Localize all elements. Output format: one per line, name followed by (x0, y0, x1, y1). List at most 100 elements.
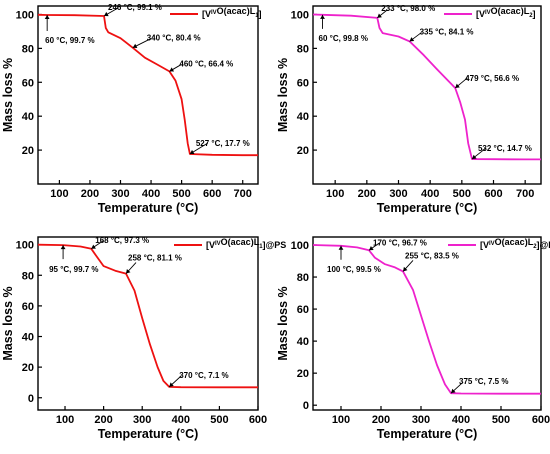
x-tick-label: 600 (249, 414, 267, 426)
annotation-arrowhead (377, 13, 382, 18)
y-tick-label: 20 (297, 368, 309, 380)
x-axis-title: Temperature (°C) (377, 427, 478, 441)
x-tick-label: 200 (94, 414, 112, 426)
annotation-label: 95 °C, 99.7 % (49, 265, 98, 274)
legend-label: [VIVO(acac)L1] (202, 6, 262, 19)
y-tick-label: 0 (303, 400, 309, 412)
x-tick-label: 300 (412, 414, 430, 426)
annotation-label: 246 °C, 99.1 % (108, 3, 162, 12)
x-tick-label: 500 (172, 188, 190, 200)
x-tick-label: 400 (172, 414, 190, 426)
plot-frame (312, 5, 542, 185)
annotation-arrowhead (320, 14, 325, 19)
annotation-label: 370 °C, 7.1 % (179, 371, 228, 380)
y-tick-label: 60 (297, 304, 309, 316)
y-tick-label: 40 (297, 111, 309, 123)
y-tick-label: 80 (297, 43, 309, 55)
annotation-arrowhead (60, 245, 66, 250)
annotation-arrowhead (189, 149, 195, 154)
y-tick-label: 100 (16, 9, 34, 21)
panel-d: 100 200 300 400 500 600 0 20 40 60 80 100 Temperatur… (276, 236, 550, 441)
annotation-label: 460 °C, 66.4 % (179, 59, 233, 68)
x-tick-label: 500 (210, 414, 228, 426)
legend-label: [VIVO(acac)L2]@PS (480, 237, 550, 250)
x-tick-label: 200 (358, 188, 376, 200)
y-tick-label: 40 (297, 336, 309, 348)
x-tick-label: 200 (81, 188, 99, 200)
x-tick-label: 500 (492, 414, 510, 426)
plot-frame (312, 236, 542, 411)
y-axis-title: Mass loss % (1, 58, 15, 132)
x-tick-label: 700 (234, 188, 252, 200)
annotation-arrowhead (169, 67, 175, 72)
legend-label: [VIVO(acac)L2] (476, 6, 536, 19)
y-tick-label: 60 (297, 77, 309, 89)
annotation-arrowhead (455, 83, 460, 89)
annotation-arrowhead (369, 246, 374, 251)
annotation-label: 255 °C, 83.5 % (405, 251, 459, 260)
y-tick-label: 100 (291, 9, 309, 21)
x-tick-label: 600 (532, 414, 550, 426)
annotation-label: 60 °C, 99.7 % (45, 36, 94, 45)
y-tick-label: 80 (22, 43, 34, 55)
x-axis-title: Temperature (°C) (98, 427, 199, 441)
annotation-label: 258 °C, 81.1 % (128, 254, 182, 263)
y-tick-label: 20 (22, 145, 34, 157)
plot-frame (37, 236, 259, 411)
annotation-label: 532 °C, 14.7 % (478, 144, 532, 153)
x-tick-label: 100 (332, 414, 350, 426)
y-tick-label: 20 (22, 362, 34, 374)
panel-a: 100 200 300 400 500 600 700 20 40 60 80 100 Temperat… (1, 3, 262, 215)
x-tick-label: 300 (133, 414, 151, 426)
annotation-arrowhead (409, 37, 415, 42)
annotation-arrowhead (132, 43, 138, 49)
y-tick-label: 60 (22, 77, 34, 89)
x-tick-label: 700 (516, 188, 534, 200)
annotation-arrowhead (338, 245, 344, 250)
y-tick-label: 40 (22, 332, 34, 344)
y-axis-title: Mass loss % (276, 58, 290, 132)
x-axis-title: Temperature (°C) (377, 201, 478, 215)
annotation-label: 170 °C, 96.7 % (373, 238, 427, 247)
y-axis-title: Mass loss % (276, 286, 290, 360)
y-tick-label: 100 (291, 240, 309, 252)
x-tick-label: 400 (452, 414, 470, 426)
annotation-arrowhead (44, 14, 50, 19)
annotation-arrowhead (91, 244, 96, 249)
x-axis-title: Temperature (°C) (98, 201, 199, 215)
annotation-arrowhead (471, 154, 477, 160)
panel-b: 100 200 300 400 500 600 700 20 40 60 80 100 Temperat… (276, 4, 542, 215)
annotation-label: 527 °C, 17.7 % (196, 139, 250, 148)
annotation-label: 479 °C, 56.6 % (465, 74, 519, 83)
y-tick-label: 0 (28, 393, 34, 405)
annotation-label: 335 °C, 84.1 % (420, 27, 474, 36)
x-tick-label: 300 (389, 188, 407, 200)
x-tick-label: 200 (372, 414, 390, 426)
series-line (37, 243, 258, 389)
annotation-arrowhead (126, 269, 131, 274)
annotation-label: 375 °C, 7.5 % (459, 377, 508, 386)
x-tick-label: 600 (203, 188, 221, 200)
y-tick-label: 60 (22, 301, 34, 313)
x-tick-label: 500 (453, 188, 471, 200)
x-tick-label: 100 (326, 188, 344, 200)
y-axis-title: Mass loss % (1, 286, 15, 360)
annotation-arrowhead (169, 382, 174, 387)
x-tick-label: 600 (484, 188, 502, 200)
series-line (312, 13, 541, 161)
y-tick-label: 100 (16, 240, 34, 252)
legend-label: [VIVO(acac)L1]@PS (206, 237, 286, 250)
annotation-arrowhead (451, 388, 456, 394)
annotation-label: 340 °C, 80.4 % (147, 34, 201, 43)
y-tick-label: 40 (22, 111, 34, 123)
x-tick-label: 300 (111, 188, 129, 200)
annotation-label: 233 °C, 98.0 % (381, 4, 435, 13)
y-tick-label: 80 (22, 270, 34, 282)
x-tick-label: 100 (50, 188, 68, 200)
x-tick-label: 400 (142, 188, 160, 200)
x-tick-label: 400 (421, 188, 439, 200)
y-tick-label: 80 (297, 272, 309, 284)
annotation-arrowhead (104, 11, 109, 17)
x-tick-label: 100 (56, 414, 74, 426)
